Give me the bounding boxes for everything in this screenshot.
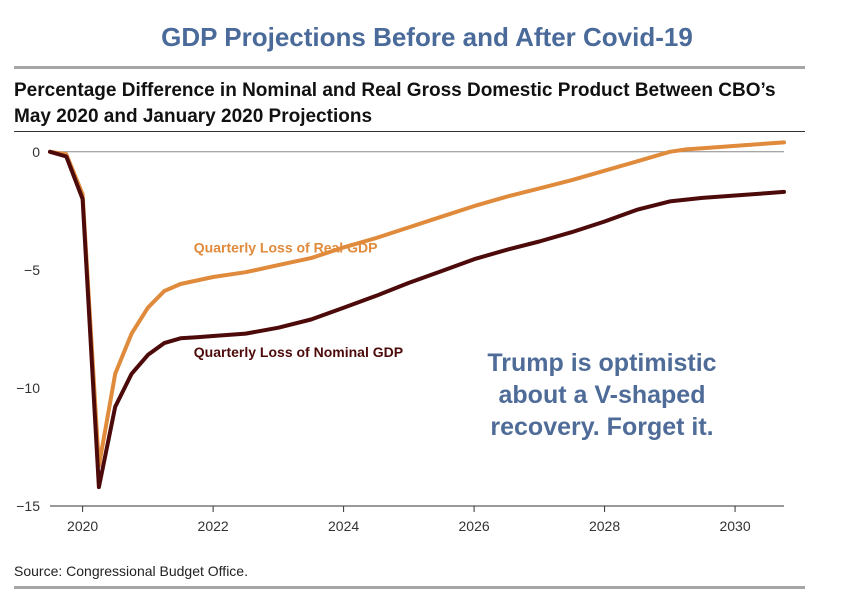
x-tick-label: 2026 <box>459 518 490 534</box>
real-gdp-line <box>48 140 786 468</box>
subtitle-line-2: May 2020 and January 2020 Projections <box>14 106 373 127</box>
nominal-gdp-line <box>48 149 786 490</box>
nominal-gdp-label: Quarterly Loss of Nominal GDP <box>194 344 403 360</box>
x-tick-label: 2028 <box>589 518 620 534</box>
footer-divider <box>14 586 805 589</box>
chart-main-title: GDP Projections Before and After Covid-1… <box>161 22 693 52</box>
y-tick-label: −15 <box>16 498 40 514</box>
annotation-line-3: recovery. Forget it. <box>490 413 714 441</box>
annotation-text: Trump is optimistic about a V-shaped rec… <box>462 347 742 443</box>
source-note: Source: Congressional Budget Office. <box>14 563 248 579</box>
annotation-line-1: Trump is optimistic <box>487 349 717 377</box>
title-divider <box>14 66 805 69</box>
x-tick-label: 2022 <box>198 518 229 534</box>
subtitle-divider <box>14 131 805 132</box>
subtitle-line-1: Percentage Difference in Nominal and Rea… <box>14 80 776 101</box>
real-gdp-label: Quarterly Loss of Real GDP <box>194 239 378 255</box>
annotation-line-2: about a V-shaped <box>498 381 706 409</box>
y-tick-label: 0 <box>32 144 40 160</box>
y-tick-label: −5 <box>24 262 40 278</box>
x-tick-label: 2024 <box>328 518 359 534</box>
chart-subtitle: Percentage Difference in Nominal and Rea… <box>14 78 814 130</box>
x-tick-label: 2030 <box>719 518 750 534</box>
x-tick-label: 2020 <box>67 518 98 534</box>
y-tick-label: −10 <box>16 380 40 396</box>
